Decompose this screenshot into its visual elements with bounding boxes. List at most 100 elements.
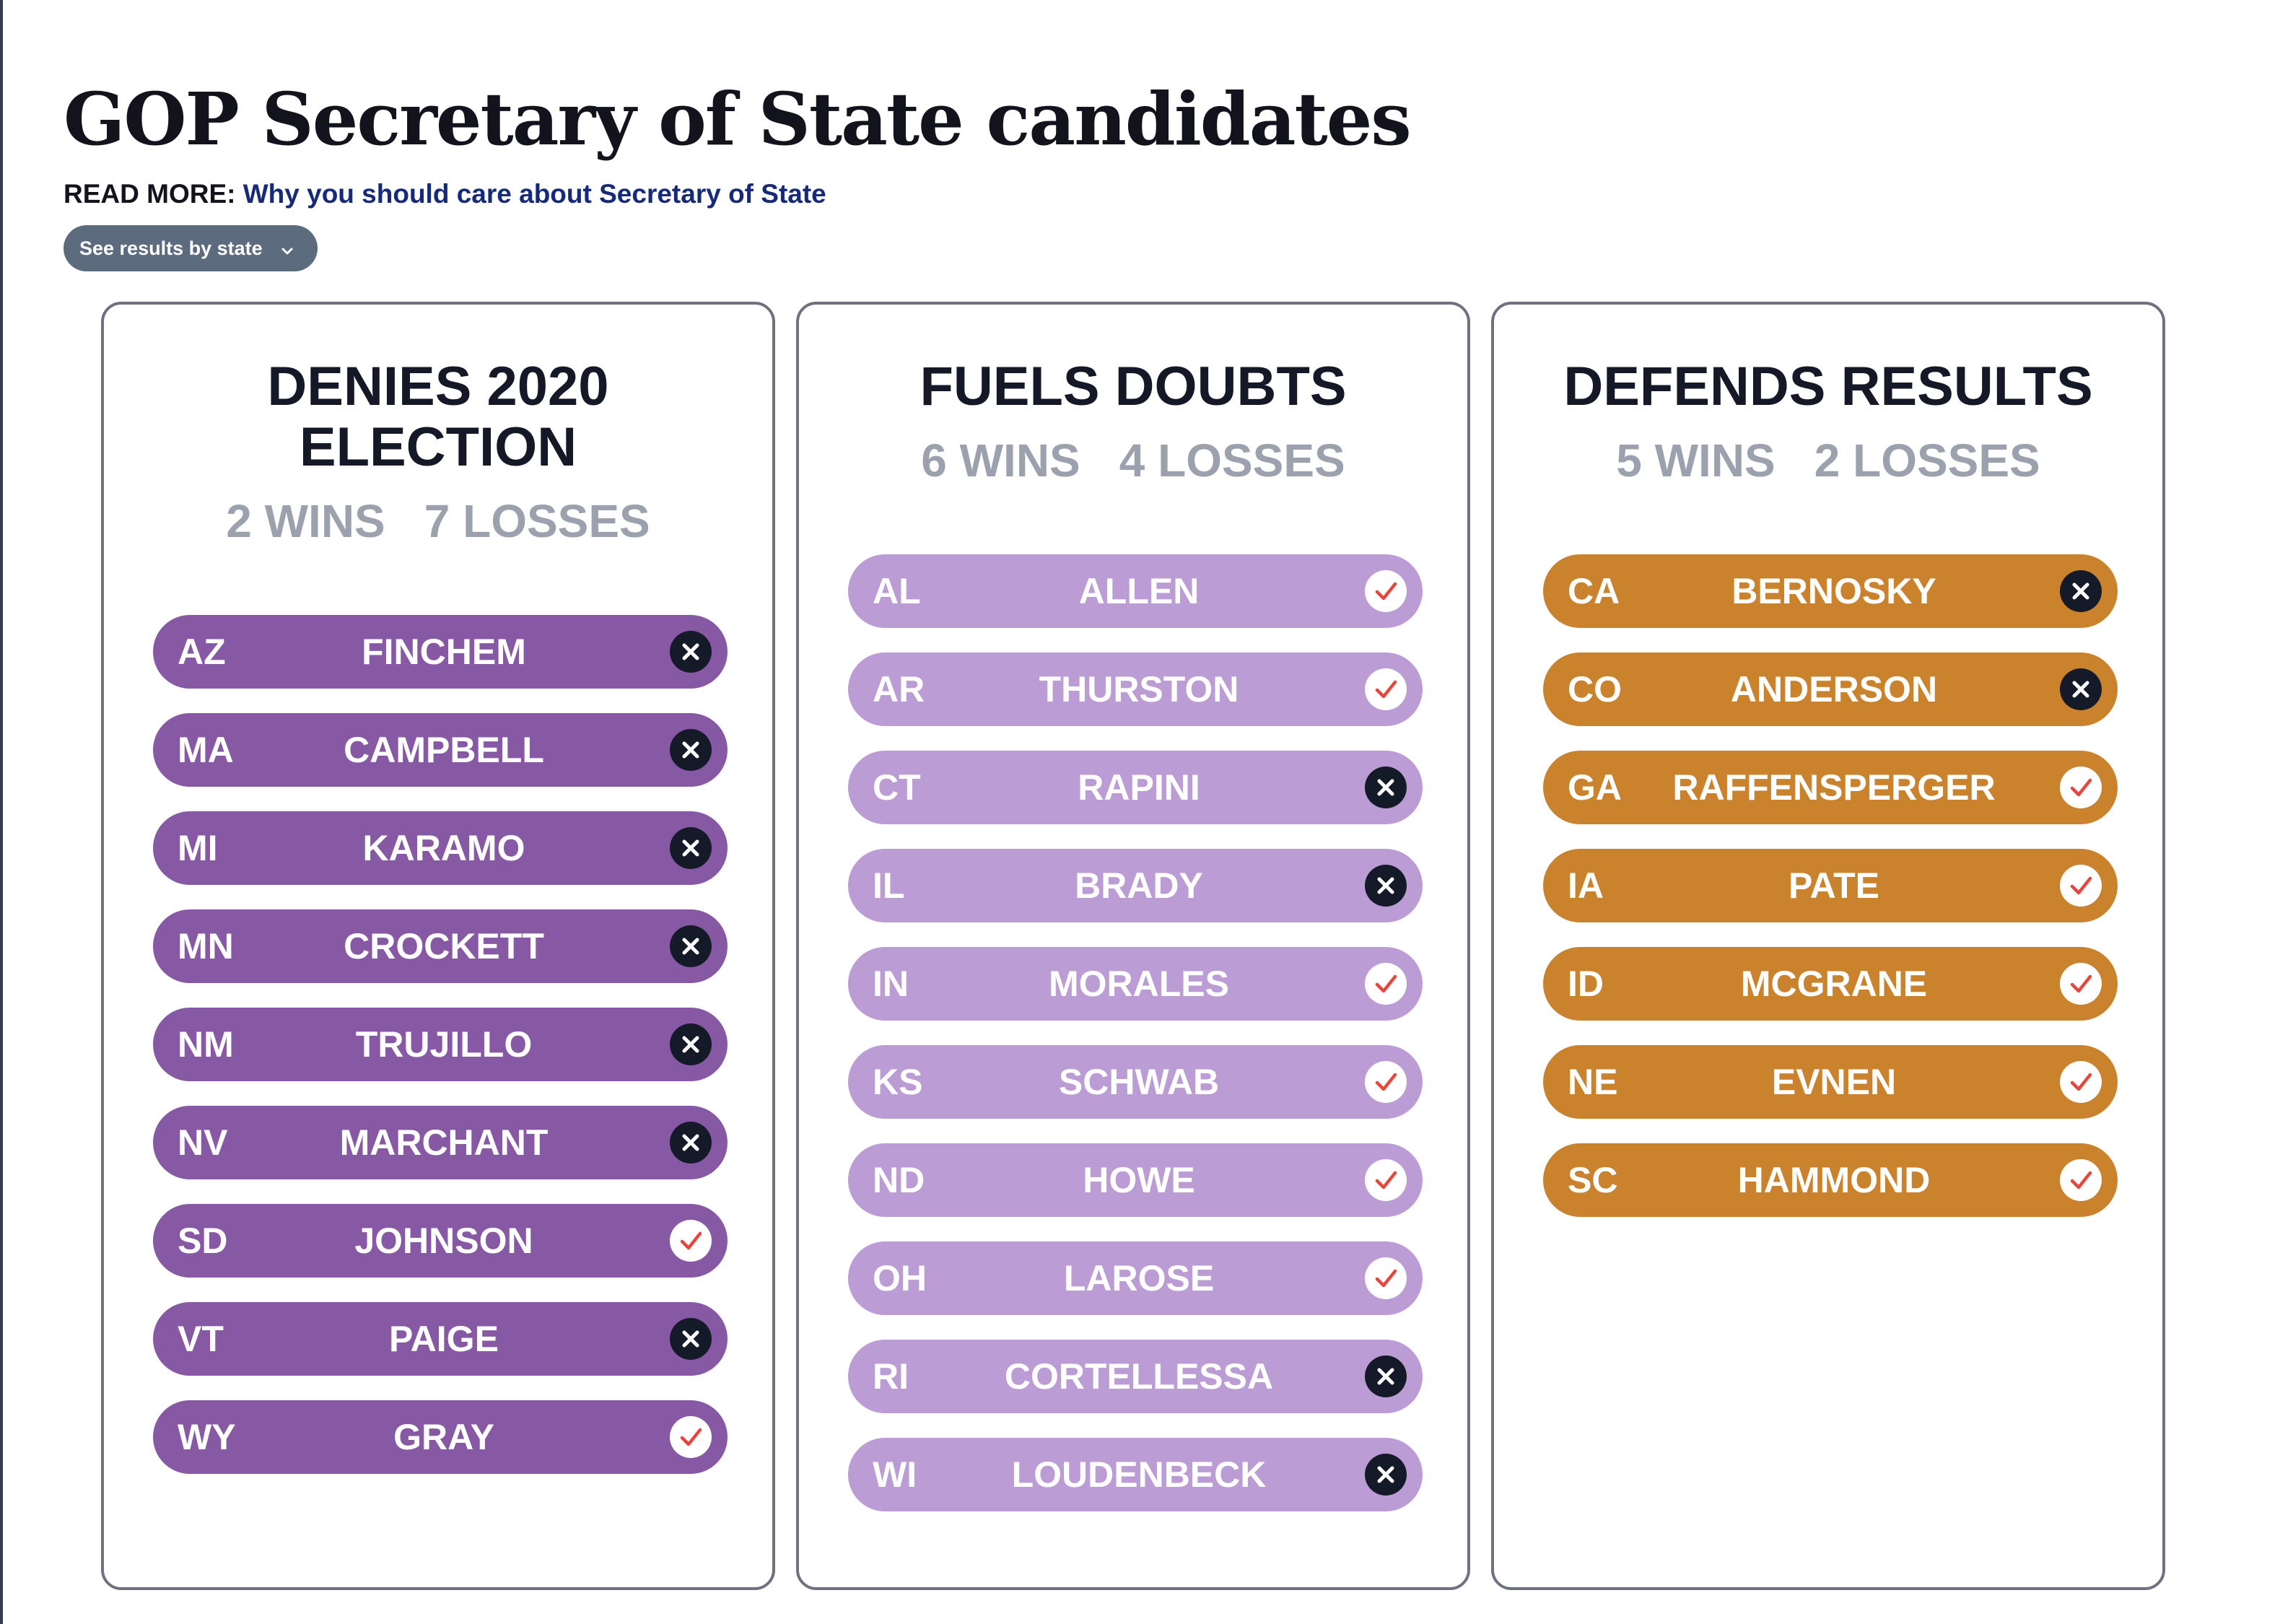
- read-more-label: READ MORE:: [64, 179, 236, 209]
- candidate-name: MARCHANT: [339, 1122, 549, 1163]
- candidate-name: BERNOSKY: [1731, 571, 1936, 611]
- candidate-name: RAFFENSPERGER: [1672, 767, 1996, 808]
- panel-record: 6 WINS 4 LOSSES: [799, 433, 1467, 488]
- candidate-state: KS: [873, 1062, 923, 1102]
- candidate-state: GA: [1568, 767, 1622, 808]
- loss-x-icon: [1365, 865, 1407, 907]
- losses-count: 7 LOSSES: [424, 495, 650, 547]
- win-check-icon: [670, 1220, 712, 1262]
- candidate-state: MA: [178, 730, 234, 770]
- loss-x-icon: [2060, 668, 2102, 710]
- candidate-pill: MN CROCKETT: [153, 909, 728, 983]
- candidate-name: GRAY: [393, 1417, 494, 1457]
- wins-count: 5 WINS: [1616, 435, 1775, 486]
- candidate-pill: OH LAROSE: [848, 1241, 1423, 1315]
- win-check-icon: [2060, 1159, 2102, 1201]
- wins-count: 6 WINS: [921, 435, 1080, 486]
- candidate-state: WY: [178, 1417, 236, 1457]
- candidate-name: KARAMO: [362, 828, 525, 868]
- panel-title: DEFENDS RESULTS: [1563, 356, 2093, 417]
- read-more-line: READ MORE: Why you should care about Sec…: [64, 176, 826, 212]
- candidate-state: SD: [178, 1221, 228, 1261]
- wins-count: 2 WINS: [226, 495, 385, 547]
- see-results-by-state-dropdown[interactable]: See results by state: [64, 225, 318, 271]
- panel-title: FUELS DOUBTS: [920, 356, 1347, 417]
- candidate-pill: NM TRUJILLO: [153, 1008, 728, 1081]
- candidate-state: CA: [1568, 571, 1620, 611]
- win-check-icon: [670, 1416, 712, 1458]
- candidate-name: CORTELLESSA: [1004, 1356, 1274, 1397]
- candidate-name: MCGRANE: [1740, 964, 1928, 1004]
- candidate-pill: CO ANDERSON: [1543, 652, 2118, 726]
- candidate-name: BRADY: [1075, 865, 1203, 906]
- candidate-pill: AL ALLEN: [848, 554, 1423, 628]
- candidate-state: AR: [873, 669, 925, 710]
- candidate-pill: WI LOUDENBECK: [848, 1438, 1423, 1511]
- candidate-pill: IN MORALES: [848, 947, 1423, 1021]
- win-check-icon: [2060, 963, 2102, 1005]
- candidate-name: MORALES: [1049, 964, 1229, 1004]
- candidate-name: ALLEN: [1078, 571, 1200, 611]
- loss-x-icon: [1365, 1355, 1407, 1397]
- candidate-state: AL: [873, 571, 921, 611]
- candidate-name: ANDERSON: [1730, 669, 1938, 710]
- candidate-state: MN: [178, 926, 234, 966]
- loss-x-icon: [670, 1318, 712, 1360]
- panel-record: 5 WINS 2 LOSSES: [1494, 433, 2162, 488]
- candidate-pill: NV MARCHANT: [153, 1106, 728, 1179]
- loss-x-icon: [670, 1023, 712, 1065]
- losses-count: 4 LOSSES: [1119, 435, 1345, 486]
- candidate-pill: WY GRAY: [153, 1400, 728, 1474]
- see-results-by-state-label: See results by state: [79, 237, 263, 259]
- chevron-down-icon: [280, 241, 294, 256]
- candidate-state: MI: [178, 828, 218, 868]
- candidate-state: VT: [178, 1319, 224, 1359]
- win-check-icon: [1365, 1061, 1407, 1103]
- win-check-icon: [1365, 570, 1407, 612]
- candidate-name: SCHWAB: [1058, 1062, 1220, 1102]
- loss-x-icon: [670, 925, 712, 967]
- candidate-name: HAMMOND: [1737, 1160, 1931, 1200]
- candidate-name: CAMPBELL: [344, 730, 544, 770]
- candidate-state: RI: [873, 1356, 909, 1397]
- panel-fuels-doubts: FUELS DOUBTS 6 WINS 4 LOSSES AL ALLEN AR THU…: [796, 302, 1470, 1590]
- candidate-pill: MI KARAMO: [153, 811, 728, 885]
- candidate-name: EVNEN: [1771, 1062, 1897, 1102]
- candidate-state: OH: [873, 1258, 927, 1298]
- candidate-name: LOUDENBECK: [1011, 1454, 1267, 1495]
- win-check-icon: [1365, 963, 1407, 1005]
- candidate-pill: MA CAMPBELL: [153, 713, 728, 787]
- loss-x-icon: [670, 631, 712, 673]
- loss-x-icon: [1365, 767, 1407, 808]
- candidate-state: CT: [873, 767, 921, 808]
- candidate-pill: RI CORTELLESSA: [848, 1340, 1423, 1413]
- candidate-state: ND: [873, 1160, 925, 1200]
- candidate-pill: VT PAIGE: [153, 1302, 728, 1376]
- candidate-name: RAPINI: [1078, 767, 1200, 808]
- loss-x-icon: [670, 827, 712, 869]
- candidate-state: ID: [1568, 964, 1604, 1004]
- candidate-state: NM: [178, 1024, 234, 1065]
- win-check-icon: [2060, 767, 2102, 808]
- candidate-name: THURSTON: [1039, 669, 1239, 710]
- read-more-link[interactable]: Why you should care about Secretary of S…: [243, 179, 826, 209]
- win-check-icon: [1365, 1159, 1407, 1201]
- panel-title-line1: DENIES 2020: [267, 356, 609, 417]
- candidate-state: NV: [178, 1122, 228, 1163]
- candidate-pill: ID MCGRANE: [1543, 947, 2118, 1021]
- panel-record: 2 WINS 7 LOSSES: [104, 494, 772, 549]
- win-check-icon: [1365, 668, 1407, 710]
- candidate-name: JOHNSON: [354, 1221, 533, 1261]
- candidate-name: PATE: [1788, 865, 1879, 906]
- loss-x-icon: [670, 729, 712, 771]
- win-check-icon: [1365, 1257, 1407, 1299]
- candidate-pill: ND HOWE: [848, 1143, 1423, 1217]
- candidate-pill: AZ FINCHEM: [153, 615, 728, 689]
- candidate-pill: SD JOHNSON: [153, 1204, 728, 1278]
- win-check-icon: [2060, 865, 2102, 907]
- candidate-name: TRUJILLO: [355, 1024, 533, 1065]
- panel-title-line2: ELECTION: [299, 416, 577, 478]
- loss-x-icon: [1365, 1454, 1407, 1496]
- candidate-state: AZ: [178, 632, 226, 672]
- candidate-state: IN: [873, 964, 909, 1004]
